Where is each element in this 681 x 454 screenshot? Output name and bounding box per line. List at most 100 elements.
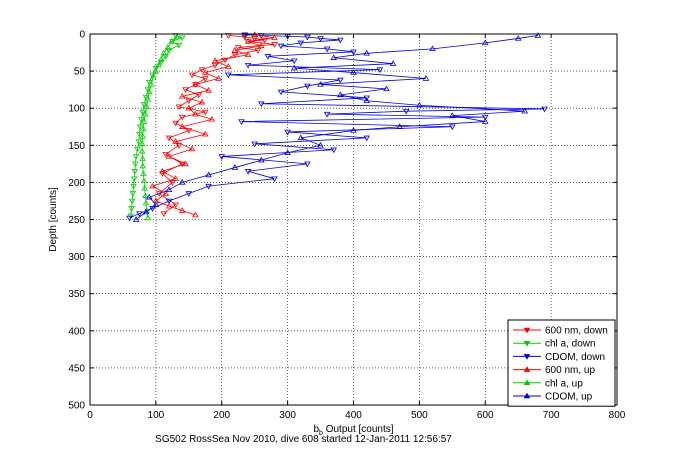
data-point [264, 54, 272, 60]
data-point [211, 62, 219, 69]
data-point [277, 89, 285, 96]
data-point [136, 211, 143, 217]
data-point [297, 134, 305, 141]
data-point [350, 69, 357, 75]
data-point [317, 141, 324, 148]
data-point [140, 125, 147, 132]
data-point [132, 161, 139, 168]
data-point [140, 118, 148, 124]
legend-label: 600 nm, down [545, 326, 608, 337]
data-point [337, 77, 344, 84]
data-point [541, 106, 548, 113]
data-point [142, 199, 150, 206]
data-point [138, 117, 145, 123]
data-point [178, 123, 186, 129]
data-point [172, 120, 179, 127]
data-point [188, 145, 196, 152]
data-point [139, 162, 146, 169]
y-tick-label: 50 [74, 67, 86, 78]
data-point [155, 61, 162, 68]
data-point [225, 63, 232, 69]
legend-swatch-marker [523, 392, 531, 399]
data-point [481, 118, 489, 124]
y-tick-label: 200 [68, 178, 85, 189]
legend-item: CDOM, down [513, 352, 605, 363]
data-point [205, 171, 212, 178]
x-axis-label-subscript: b [319, 430, 323, 437]
data-point [182, 87, 189, 94]
data-point [257, 156, 265, 163]
y-tick-label: 100 [68, 104, 85, 115]
x-tick-label: 200 [213, 410, 230, 421]
data-point [534, 32, 542, 38]
data-point [178, 114, 186, 121]
data-point [422, 75, 430, 81]
data-point [135, 139, 143, 145]
data-point [138, 140, 146, 147]
data-point [165, 135, 173, 142]
data-point [389, 60, 397, 66]
data-point [141, 184, 148, 191]
data-point [514, 35, 522, 41]
data-point [290, 58, 298, 65]
data-point [138, 147, 146, 154]
legend-swatch-marker [523, 327, 531, 334]
data-point [165, 202, 173, 209]
data-point [383, 85, 390, 92]
data-point [231, 164, 239, 170]
data-point [350, 127, 357, 133]
legend-item: chl a, up [513, 378, 583, 389]
data-point [231, 46, 239, 53]
data-point [350, 49, 357, 56]
series-4 [138, 33, 181, 221]
data-point [192, 211, 199, 218]
data-point [201, 69, 209, 75]
data-point [178, 92, 186, 99]
data-point [173, 33, 181, 40]
data-point [290, 64, 298, 71]
data-point [241, 34, 249, 41]
y-tick-label: 300 [68, 252, 85, 263]
data-point [277, 43, 285, 50]
data-point [178, 35, 186, 42]
x-axis-label-b: b [313, 424, 319, 435]
caption: SG502 RossSea Nov 2010, dive 608 started… [155, 434, 452, 445]
data-point [257, 42, 265, 49]
data-point [178, 207, 186, 213]
data-point [317, 36, 324, 42]
data-point [211, 57, 219, 63]
data-point [149, 73, 157, 80]
x-tick-label: 100 [148, 410, 165, 421]
x-tick-label: 700 [543, 410, 560, 421]
data-point [254, 48, 262, 54]
legend-label: CDOM, up [545, 392, 593, 403]
data-point [165, 153, 173, 159]
data-point [168, 38, 175, 44]
data-point [130, 176, 138, 183]
data-point [152, 67, 160, 74]
x-axis-label: bb Output [counts] [313, 424, 393, 437]
data-point [205, 87, 212, 93]
x-axis-label-rest: Output [counts] [323, 424, 394, 435]
legend-swatch-marker [523, 379, 531, 386]
legend-swatch-marker [523, 340, 531, 347]
data-point [244, 169, 252, 175]
data-point [188, 72, 196, 79]
data-point [192, 81, 199, 87]
data-point [376, 67, 384, 74]
data-point [271, 176, 278, 183]
data-point [201, 109, 209, 116]
series-layer [126, 31, 548, 222]
data-point [330, 54, 338, 60]
data-point [198, 67, 206, 74]
data-point [152, 201, 160, 207]
y-tick-label: 150 [68, 141, 85, 152]
data-point [330, 147, 338, 154]
legend-label: chl a, down [545, 339, 596, 350]
legend-swatch-marker [523, 354, 531, 360]
data-point [175, 104, 183, 111]
data-point [201, 130, 209, 137]
data-point [149, 182, 156, 189]
data-point [284, 129, 291, 136]
data-point [129, 191, 137, 197]
